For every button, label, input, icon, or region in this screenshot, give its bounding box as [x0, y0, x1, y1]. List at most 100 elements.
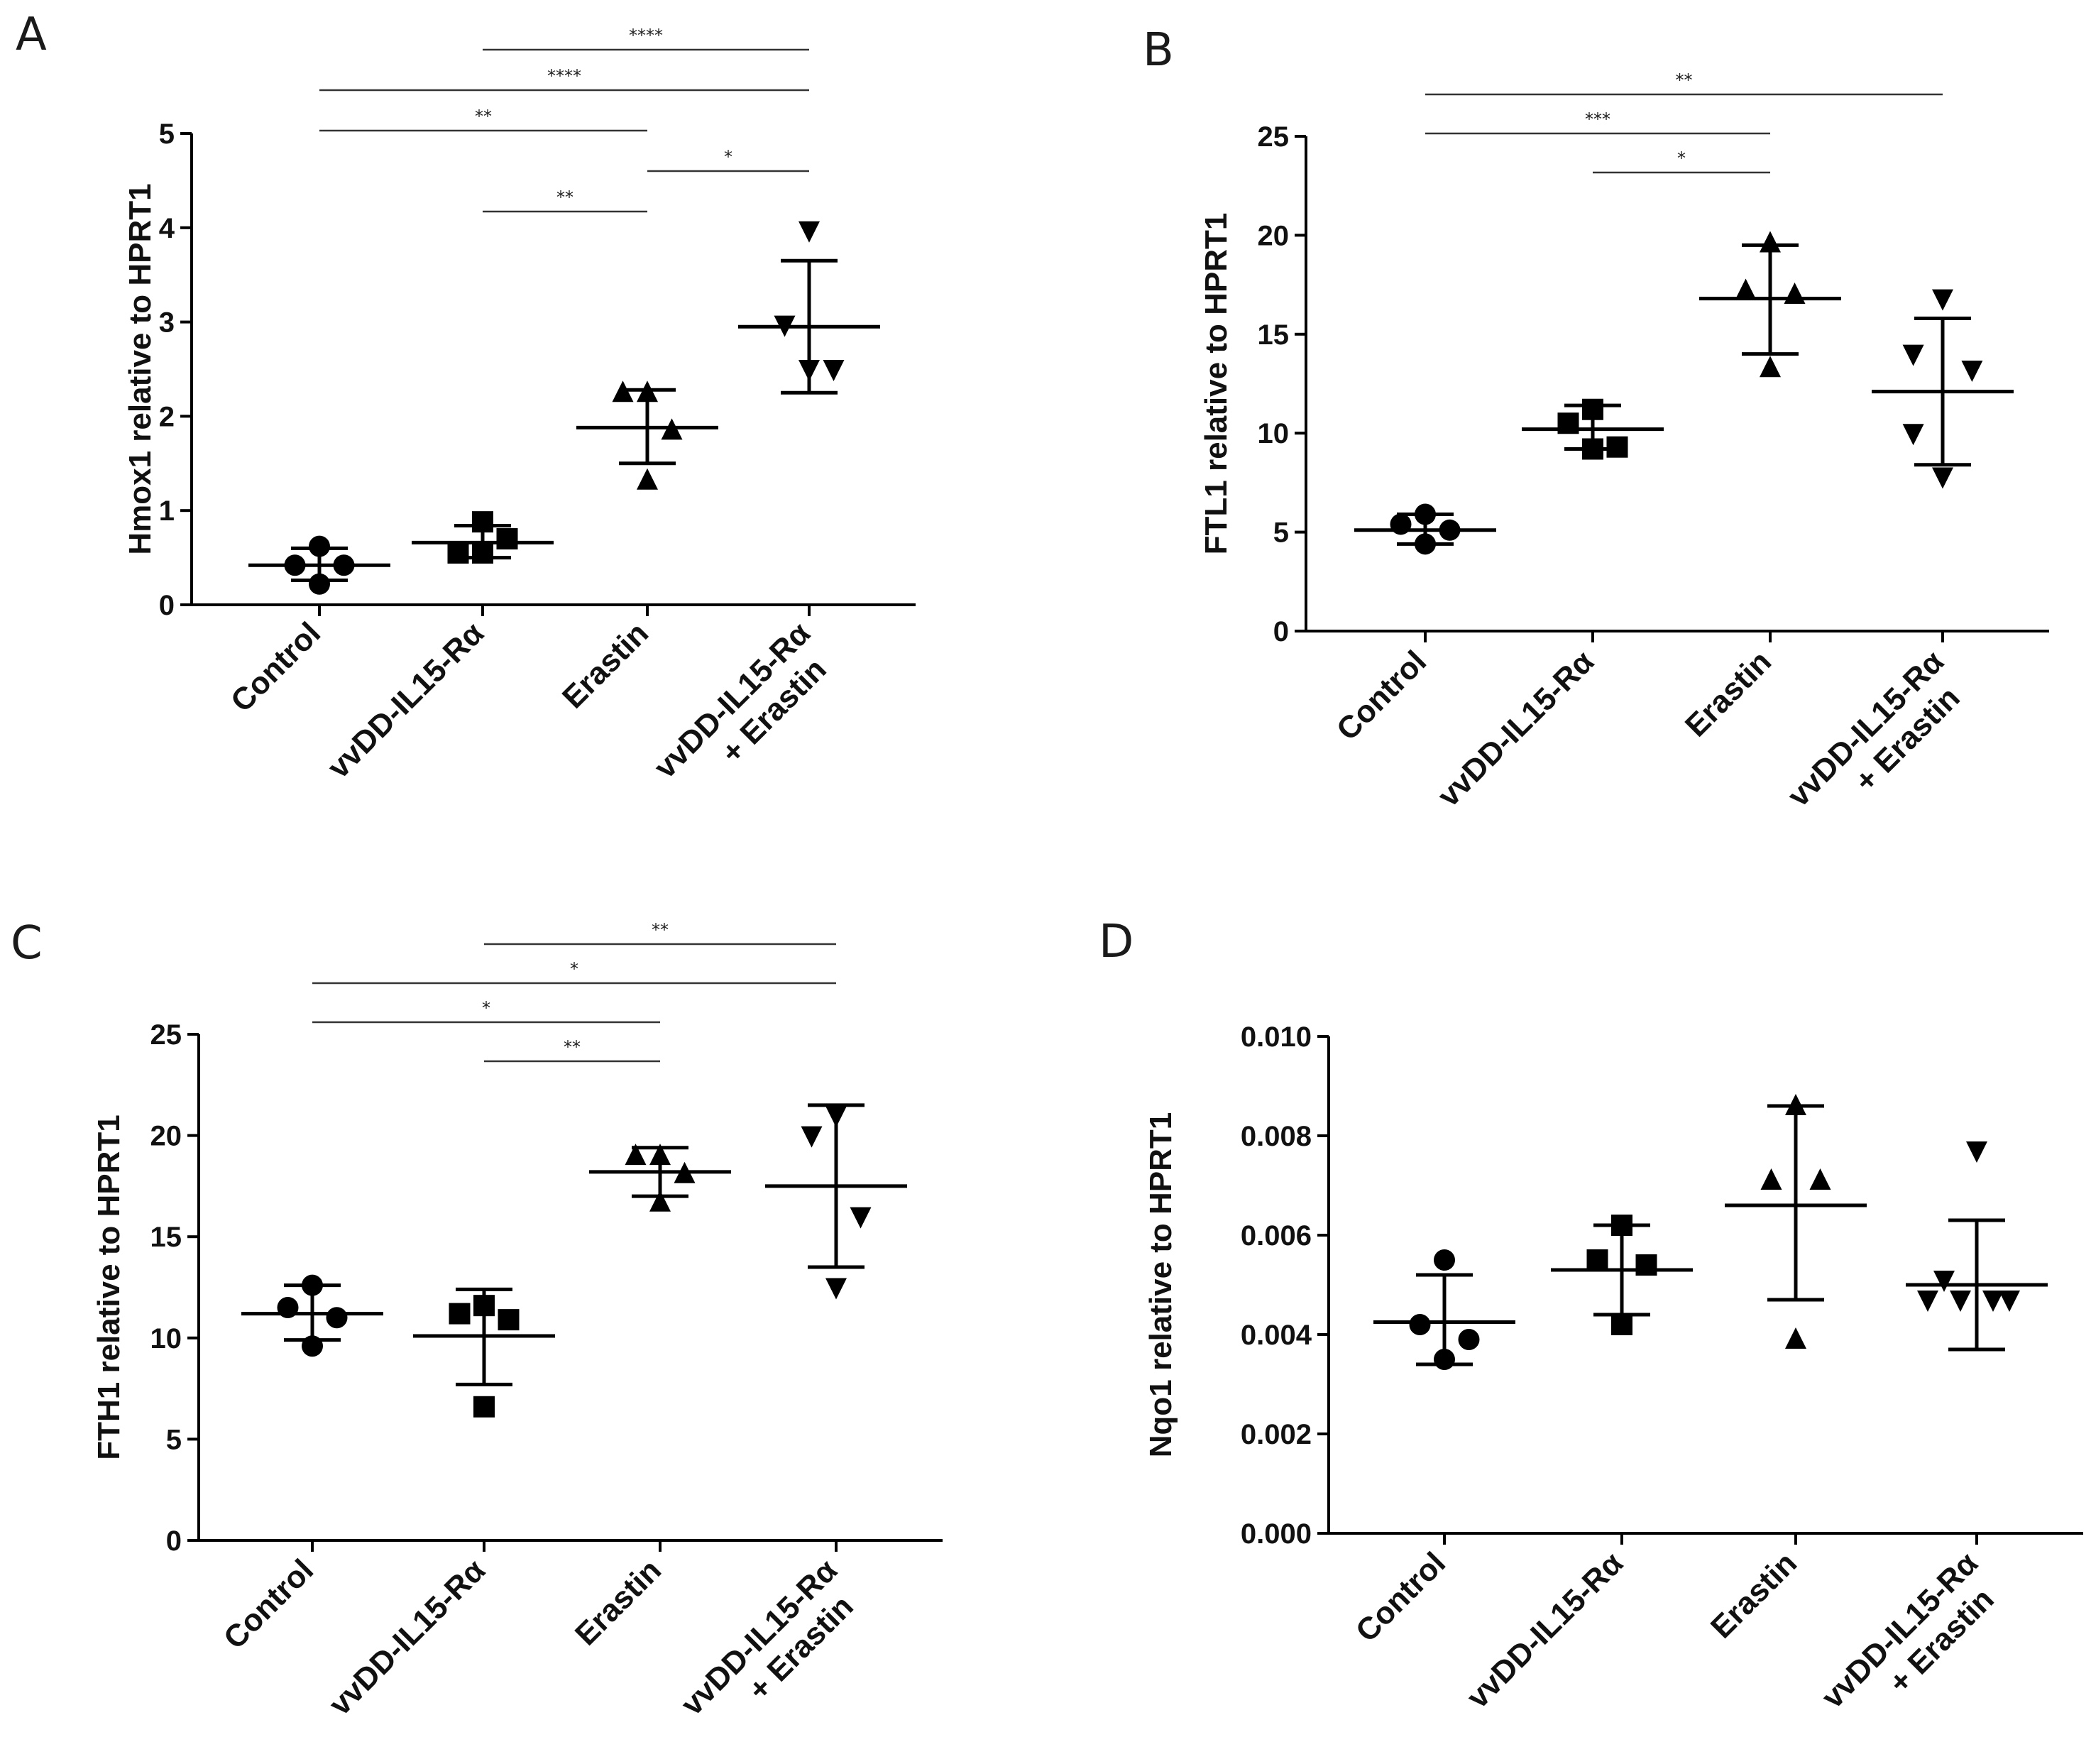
x-category-label-line: Erastin [569, 1552, 668, 1652]
x-category-label-line: vvDD-IL15-Rα [1460, 1545, 1630, 1715]
y-tick-label: 0.002 [1241, 1419, 1312, 1450]
data-point [1785, 1327, 1806, 1349]
y-tick-label: 0 [159, 590, 175, 621]
x-category-label: Erastin [1704, 1545, 1804, 1645]
data-point [496, 528, 518, 550]
data-point [498, 1309, 520, 1331]
x-category-label: vvDD-IL15-Rα+ Erastin [674, 1552, 870, 1748]
y-tick-label: 20 [150, 1121, 182, 1152]
x-category-label-line: Control [224, 615, 327, 718]
significance-label: **** [547, 66, 581, 86]
x-category-label: vvDD-IL15-Rα [1460, 1545, 1630, 1715]
x-category-label: Erastin [1679, 644, 1778, 743]
y-tick-label: 0.010 [1241, 1021, 1312, 1053]
x-category-label: Erastin [556, 615, 655, 715]
x-category-label-line: vvDD-IL15-Rα [321, 615, 490, 785]
data-point [1933, 1271, 1955, 1292]
y-tick-label: 20 [1258, 220, 1290, 251]
y-tick-label: 0.004 [1241, 1320, 1312, 1351]
data-point [825, 1278, 847, 1300]
significance-label: ** [564, 1037, 581, 1057]
x-category-label-line: vvDD-IL15-Rα [1431, 644, 1601, 813]
y-axis-label: FTH1 relative to HPRT1 [92, 1114, 126, 1460]
panel-letter-a: A [16, 9, 47, 61]
data-point [1635, 1254, 1657, 1276]
data-point [1409, 1314, 1431, 1335]
panel-a-hmox1: 0 1 2 3 4 5 Hmox1 relative to HPRT1 ControlvvDD… [123, 26, 916, 785]
y-tick-label: 5 [159, 119, 175, 150]
data-point [1982, 1291, 2004, 1312]
data-point [1458, 1329, 1480, 1350]
panel-letter-d: D [1099, 916, 1134, 968]
significance-label: ** [475, 106, 492, 126]
data-point [1999, 1291, 2020, 1312]
x-category-label: Erastin [569, 1552, 668, 1652]
significance-label: *** [1585, 109, 1610, 129]
y-tick-label: 1 [159, 495, 175, 527]
y-tick-label: 15 [150, 1222, 182, 1253]
data-point [637, 468, 658, 490]
y-axis-label: Hmox1 relative to HPRT1 [123, 183, 158, 554]
data-point [625, 1144, 647, 1166]
data-point [1611, 1314, 1632, 1335]
data-point [801, 1126, 823, 1148]
y-tick-label: 5 [1273, 517, 1289, 549]
y-tick-label: 3 [159, 307, 175, 339]
x-category-label: vvDD-IL15-Rα [1431, 644, 1601, 813]
x-category-label-line: Control [1349, 1545, 1452, 1648]
data-point [1917, 1291, 1938, 1312]
significance-label: * [570, 959, 578, 979]
x-category-label: Control [217, 1552, 320, 1655]
y-tick-label: 0.000 [1241, 1518, 1312, 1550]
y-tick-label: 2 [159, 401, 175, 432]
significance-label: ** [556, 187, 573, 207]
x-category-label-line: Erastin [1704, 1545, 1804, 1645]
y-tick-label: 25 [150, 1019, 182, 1051]
data-point [1434, 1249, 1455, 1271]
data-point [473, 1396, 495, 1418]
panel-letter-b: B [1143, 24, 1174, 77]
data-point [1932, 467, 1953, 489]
data-point [1902, 344, 1924, 366]
x-category-label: vvDD-IL15-Rα+ Erastin [1781, 644, 1977, 840]
x-category-label: vvDD-IL15-Rα [322, 1552, 492, 1722]
y-tick-label: 15 [1258, 319, 1290, 351]
data-point [1760, 1168, 1782, 1190]
x-category-label: Control [1330, 644, 1433, 747]
data-point [1784, 283, 1806, 305]
data-point [449, 1303, 471, 1325]
data-point [1809, 1168, 1831, 1190]
y-tick-label: 4 [159, 213, 175, 244]
x-category-label-line: Erastin [1679, 644, 1778, 743]
x-category-label: Control [224, 615, 327, 718]
significance-label: ** [652, 920, 669, 940]
data-point [1606, 436, 1628, 458]
data-point [1735, 278, 1757, 300]
y-tick-label: 25 [1258, 121, 1290, 153]
data-point [798, 221, 820, 243]
data-point [1932, 289, 1953, 311]
y-tick-label: 0 [1273, 616, 1289, 647]
y-tick-label: 0.006 [1241, 1220, 1312, 1251]
data-point [1760, 356, 1781, 378]
panel-letter-c: C [11, 917, 43, 970]
data-point [447, 542, 469, 564]
y-tick-label: 0.008 [1241, 1121, 1312, 1152]
significance-label: * [724, 147, 732, 167]
data-point [1760, 231, 1781, 253]
significance-label: **** [629, 26, 663, 45]
data-point [1902, 424, 1924, 446]
data-point [1950, 1291, 1971, 1312]
y-axis-label: Nqo1 relative to HPRT1 [1143, 1112, 1178, 1458]
x-category-label-line: Control [217, 1552, 320, 1655]
data-point [850, 1207, 872, 1229]
significance-label: ** [1676, 70, 1693, 90]
data-point [1966, 1141, 1987, 1163]
x-category-label-line: vvDD-IL15-Rα [322, 1552, 492, 1722]
y-tick-label: 5 [166, 1424, 182, 1455]
panel-d-nqo1: 0.000 0.002 0.004 0.006 0.008 0.010 Nqo1 relat… [1143, 1021, 2083, 1715]
x-category-label-line: Erastin [556, 615, 655, 715]
data-point [309, 535, 330, 557]
